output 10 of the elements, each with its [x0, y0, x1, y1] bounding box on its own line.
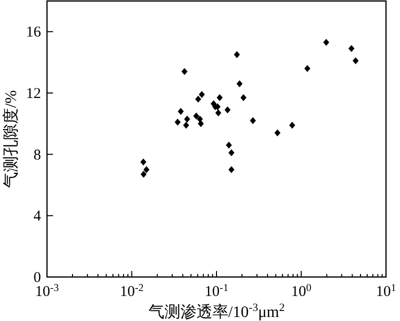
x-tick-label: 10$^{-1}$ — [204, 282, 228, 300]
y-tick-label: 12 — [26, 86, 41, 102]
y-axis-title: 气测孔隙度/% — [2, 90, 20, 188]
y-tick-label: 4 — [34, 208, 42, 225]
x-tick-label: 10$^{0}$ — [291, 282, 312, 300]
y-tick-label: 16 — [26, 24, 42, 41]
x-tick-label: 10$^{-2}$ — [120, 282, 144, 300]
y-tick-label: 8 — [34, 147, 41, 164]
x-tick-label: 10$^{1}$ — [376, 282, 396, 300]
x-axis-title: 气测渗透率/10$^{-3}$μm$^{2}$ — [148, 302, 285, 321]
